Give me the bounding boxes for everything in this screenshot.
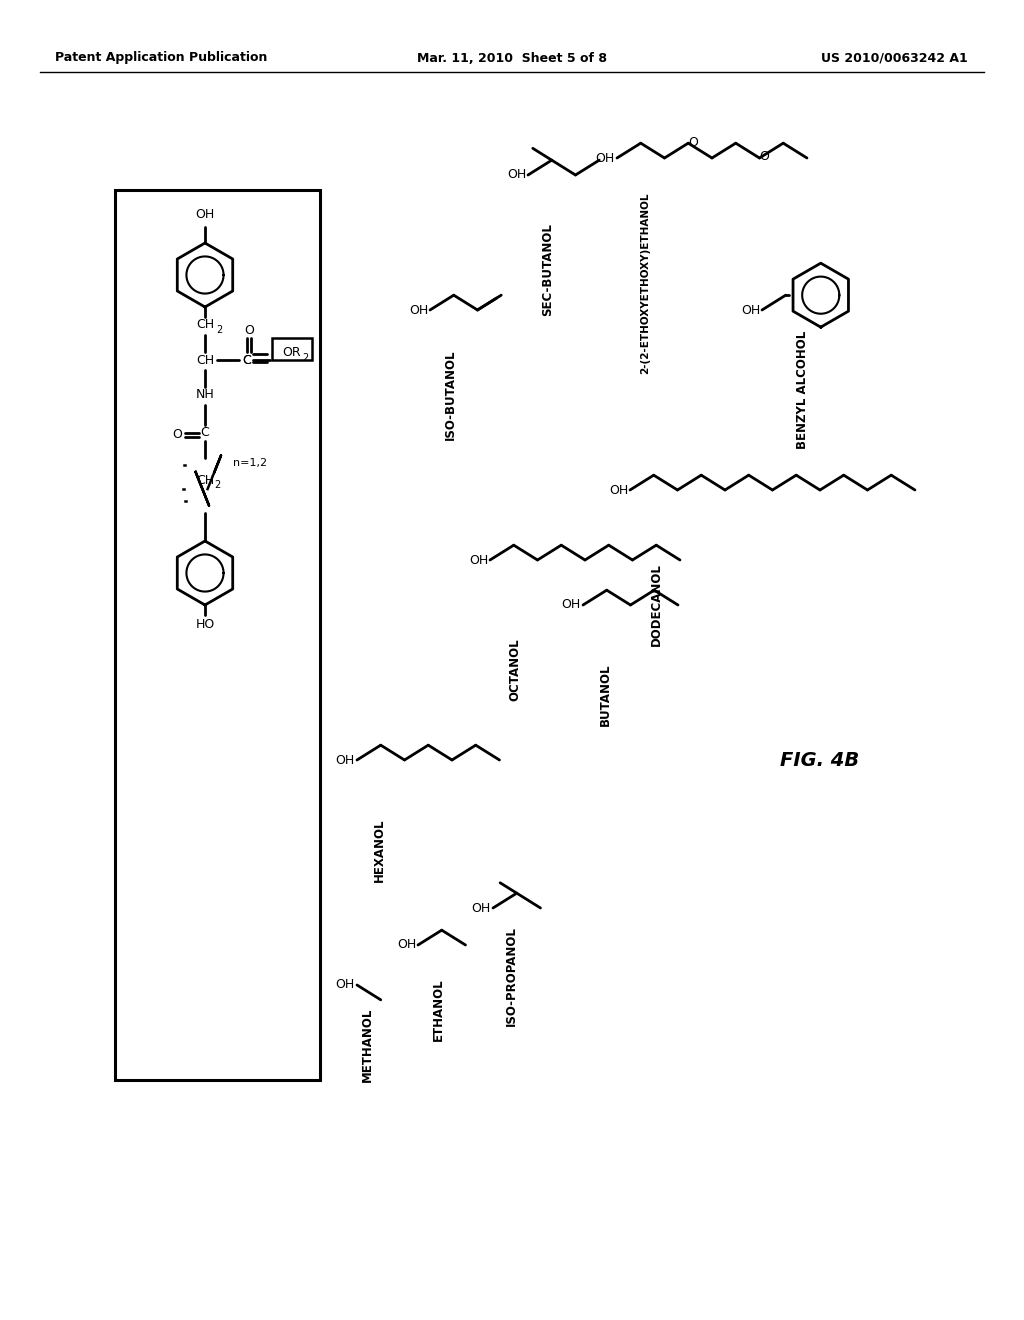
Text: DODECANOL: DODECANOL: [649, 564, 663, 647]
Text: OH: OH: [562, 598, 581, 611]
Text: ISO-PROPANOL: ISO-PROPANOL: [505, 927, 517, 1026]
Text: OH: OH: [472, 902, 490, 915]
Text: 2-(2-ETHOXYETHOXY)ETHANOL: 2-(2-ETHOXYETHOXY)ETHANOL: [640, 193, 650, 374]
Text: OH: OH: [336, 754, 355, 767]
Text: HO: HO: [196, 619, 215, 631]
Text: n=1,2: n=1,2: [233, 458, 267, 469]
Text: 2: 2: [216, 325, 222, 335]
Text: HEXANOL: HEXANOL: [373, 818, 385, 882]
Text: Patent Application Publication: Patent Application Publication: [55, 51, 267, 65]
Text: ISO-BUTANOL: ISO-BUTANOL: [443, 350, 457, 441]
Text: O: O: [172, 429, 182, 441]
Text: METHANOL: METHANOL: [360, 1007, 374, 1082]
Bar: [272, 338, 312, 360]
Text: OH: OH: [740, 304, 760, 317]
Text: CH: CH: [196, 354, 214, 367]
Text: ETHANOL: ETHANOL: [431, 978, 444, 1041]
Text: OH: OH: [409, 304, 428, 317]
Text: OR: OR: [283, 346, 301, 359]
Text: OH: OH: [469, 553, 488, 566]
Text: CH: CH: [196, 474, 214, 487]
Text: OH: OH: [507, 169, 526, 181]
Text: C: C: [201, 426, 209, 440]
Text: OH: OH: [196, 209, 215, 222]
Text: SEC-BUTANOL: SEC-BUTANOL: [542, 223, 555, 317]
Text: O: O: [760, 150, 769, 164]
Text: 2: 2: [214, 480, 220, 491]
Text: OCTANOL: OCTANOL: [509, 639, 521, 701]
Text: OH: OH: [396, 939, 416, 952]
Bar: [115, 190, 319, 1080]
Text: BENZYL ALCOHOL: BENZYL ALCOHOL: [796, 331, 809, 449]
Text: NH: NH: [196, 388, 214, 401]
Text: Mar. 11, 2010  Sheet 5 of 8: Mar. 11, 2010 Sheet 5 of 8: [417, 51, 607, 65]
Text: CH: CH: [196, 318, 214, 331]
Text: C: C: [243, 354, 251, 367]
Text: O: O: [688, 136, 698, 149]
Text: 2: 2: [302, 352, 308, 363]
Text: US 2010/0063242 A1: US 2010/0063242 A1: [821, 51, 968, 65]
Text: C: C: [243, 354, 251, 367]
Text: O: O: [270, 350, 280, 363]
Text: BUTANOL: BUTANOL: [598, 664, 611, 726]
Text: O: O: [244, 323, 254, 337]
Text: OH: OH: [336, 978, 355, 991]
Text: OH: OH: [596, 152, 615, 165]
Text: OH: OH: [608, 483, 628, 496]
Text: FIG. 4B: FIG. 4B: [780, 751, 859, 770]
